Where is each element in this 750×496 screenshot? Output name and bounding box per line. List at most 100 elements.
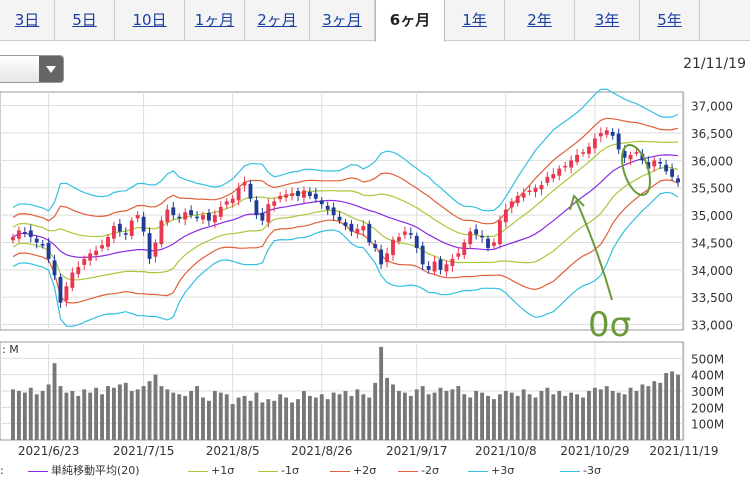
tab-1[interactable]: 3日 (0, 0, 55, 40)
candle (628, 151, 633, 166)
volume-tick-label: 200M (691, 401, 724, 415)
volume-bar (189, 391, 194, 440)
candle (397, 232, 401, 245)
candle (248, 180, 253, 202)
candle (598, 127, 603, 143)
volume-bar (509, 392, 514, 440)
volume-bar (290, 402, 294, 440)
candle (177, 213, 182, 224)
candle (313, 188, 318, 203)
candle (40, 239, 45, 249)
volume-bar (385, 377, 389, 440)
volume-bar (343, 391, 348, 440)
volume-bar (438, 387, 443, 440)
volume-bar (575, 394, 580, 440)
volume-bar (456, 386, 461, 440)
price-tick-label: 34,000 (691, 264, 733, 278)
candle (254, 196, 259, 220)
x-tick-label: 2021/10/8 (475, 444, 537, 458)
tab-8[interactable]: 1年 (445, 0, 505, 40)
price-tick-label: 36,500 (691, 127, 733, 141)
candle (319, 197, 324, 209)
tab-6[interactable]: 3ヶ月 (310, 0, 375, 40)
candle (438, 256, 443, 275)
volume-bar (165, 389, 170, 440)
candle (521, 188, 526, 202)
candle (52, 254, 57, 280)
tab-2[interactable]: 5日 (55, 0, 115, 40)
tab-10[interactable]: 3年 (575, 0, 640, 40)
volume-bar (563, 395, 568, 440)
candle (230, 194, 235, 208)
candle (183, 208, 188, 226)
tab-3[interactable]: 10日 (115, 0, 185, 40)
price-panel (0, 91, 684, 331)
volume-bar (183, 395, 188, 440)
chevron-down-icon[interactable] (39, 56, 63, 82)
candle (94, 245, 99, 261)
price-tick-label: 37,000 (691, 100, 733, 114)
candle (117, 218, 122, 237)
candle (670, 163, 675, 181)
annotation-arrow (575, 199, 613, 301)
legend-item-label: +3σ (491, 464, 515, 477)
candle (28, 224, 33, 243)
tab-11[interactable]: 5年 (640, 0, 700, 40)
volume-bar (676, 374, 680, 440)
candle (111, 221, 116, 244)
volume-bar (492, 399, 496, 440)
volume-bar (195, 386, 199, 440)
volume-bar (450, 389, 455, 440)
volume-bar (94, 387, 99, 440)
candle (563, 161, 568, 172)
candle (266, 198, 271, 228)
candle (58, 273, 63, 308)
volume-bar (361, 394, 366, 440)
candle (426, 261, 431, 274)
legend: : 単純移動平均(20) +1σ -1σ +2σ -2σ +3σ -3σ (0, 461, 750, 481)
volume-bar (355, 389, 360, 440)
candle (171, 201, 176, 220)
candle (509, 198, 514, 214)
candle (652, 157, 657, 172)
volume-bar (242, 395, 247, 440)
volume-bar (373, 382, 378, 440)
volume-bar (296, 399, 300, 440)
indicator-select[interactable] (0, 55, 64, 83)
tab-5[interactable]: 2ヶ月 (245, 0, 310, 40)
candle (129, 217, 134, 240)
legend-item: +1σ (188, 461, 234, 481)
legend-item: +2σ (330, 461, 376, 481)
volume-bar (201, 397, 205, 440)
tab-9[interactable]: 2年 (505, 0, 575, 40)
volume-bar (604, 386, 609, 440)
volume-bar (634, 391, 639, 440)
candle (337, 211, 342, 224)
tab-4[interactable]: 1ヶ月 (185, 0, 245, 40)
volume-bar (391, 384, 395, 440)
tab-7[interactable]: 6ヶ月 (375, 0, 445, 42)
volume-bar (254, 392, 259, 440)
x-tick-label: 2021/9/17 (386, 444, 448, 458)
volume-bar (408, 395, 413, 440)
price-tick-label: 33,000 (691, 319, 733, 333)
volume-bar (337, 394, 342, 440)
volume-bar (622, 394, 627, 440)
volume-bar (106, 386, 110, 440)
band-line-plus2 (12, 117, 679, 225)
candle (224, 198, 229, 209)
candle (503, 203, 508, 228)
price-tick-label: 33,500 (691, 291, 733, 305)
volume-bar (539, 391, 544, 440)
legend-item-label: -1σ (281, 464, 299, 477)
candle (444, 260, 449, 277)
x-tick-label: 2021/7/15 (113, 444, 175, 458)
volume-bar (474, 391, 479, 440)
candle (278, 191, 283, 203)
candle (468, 227, 473, 249)
volume-bar (658, 382, 663, 440)
candle (497, 215, 502, 249)
candle (141, 211, 146, 237)
candle (355, 223, 360, 239)
volume-bar (171, 392, 176, 440)
